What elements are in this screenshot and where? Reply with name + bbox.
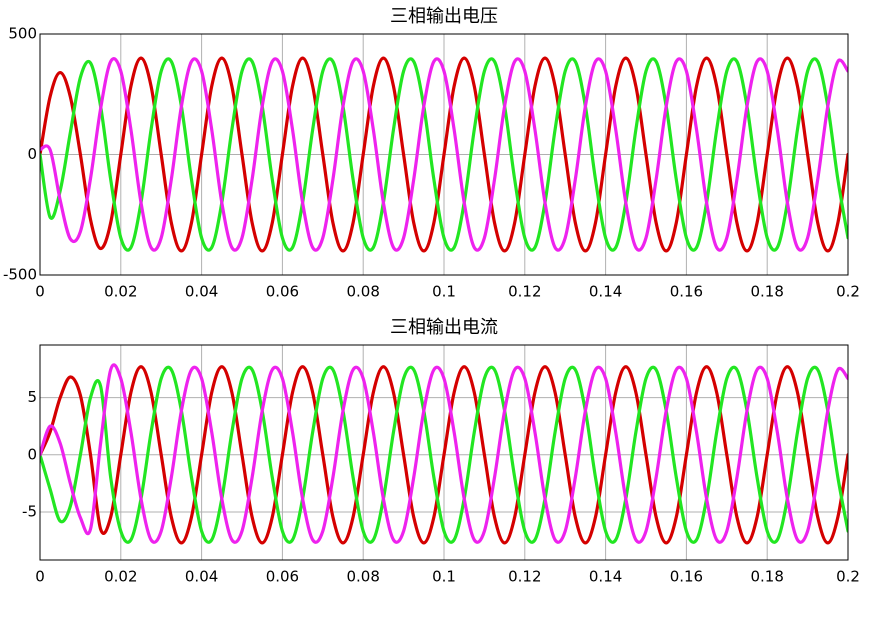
data-line [40,365,848,545]
x-tick-label: 0.04 [185,283,218,301]
y-tick-label: 0 [27,145,37,163]
x-tick-label: 0.06 [266,568,299,586]
x-tick-label: 0.08 [346,568,379,586]
data-line [40,56,848,253]
data-line [40,365,848,544]
x-tick-label: 0.08 [346,283,379,301]
y-tick-label: -500 [3,266,37,284]
axes-frame [39,33,849,276]
x-tick-label: 0.02 [104,283,137,301]
chart-title: 三相输出电压 [390,6,498,27]
x-tick-label: 0.2 [836,568,860,586]
x-tick-label: 0.1 [432,568,456,586]
x-tick-label: 0.16 [670,568,703,586]
y-tick-label: -5 [22,502,37,520]
x-tick-label: 0.18 [750,283,783,301]
data-line [40,57,848,252]
x-tick-label: 0.12 [508,568,541,586]
x-tick-label: 0.14 [589,283,622,301]
x-tick-label: 0.02 [104,568,137,586]
subplot: 三相输出电流 0 0.02 0.04 0.06 0.08 0.1 0.12 0.14 0.16 0.… [22,317,860,586]
x-tick-label: 0.12 [508,283,541,301]
x-tick-label: 0.14 [589,568,622,586]
x-tick-label: 0.1 [432,283,456,301]
y-tick-label: 0 [27,445,37,463]
data-line [40,57,848,252]
data-line [40,363,848,544]
x-tick-label: 0 [35,568,45,586]
x-tick-label: 0.18 [750,568,783,586]
axes-frame [39,344,849,561]
y-tick-label: 5 [27,388,37,406]
x-tick-label: 0.04 [185,568,218,586]
x-tick-label: 0.16 [670,283,703,301]
chart-title: 三相输出电流 [390,317,498,338]
y-tick-label: 500 [8,25,37,43]
x-tick-label: 0 [35,283,45,301]
x-tick-label: 0.2 [836,283,860,301]
x-tick-label: 0.06 [266,283,299,301]
subplot: 三相输出电压 0 0.02 0.04 0.06 0.08 0.1 0.12 0.14 0.16 0.… [3,6,860,301]
